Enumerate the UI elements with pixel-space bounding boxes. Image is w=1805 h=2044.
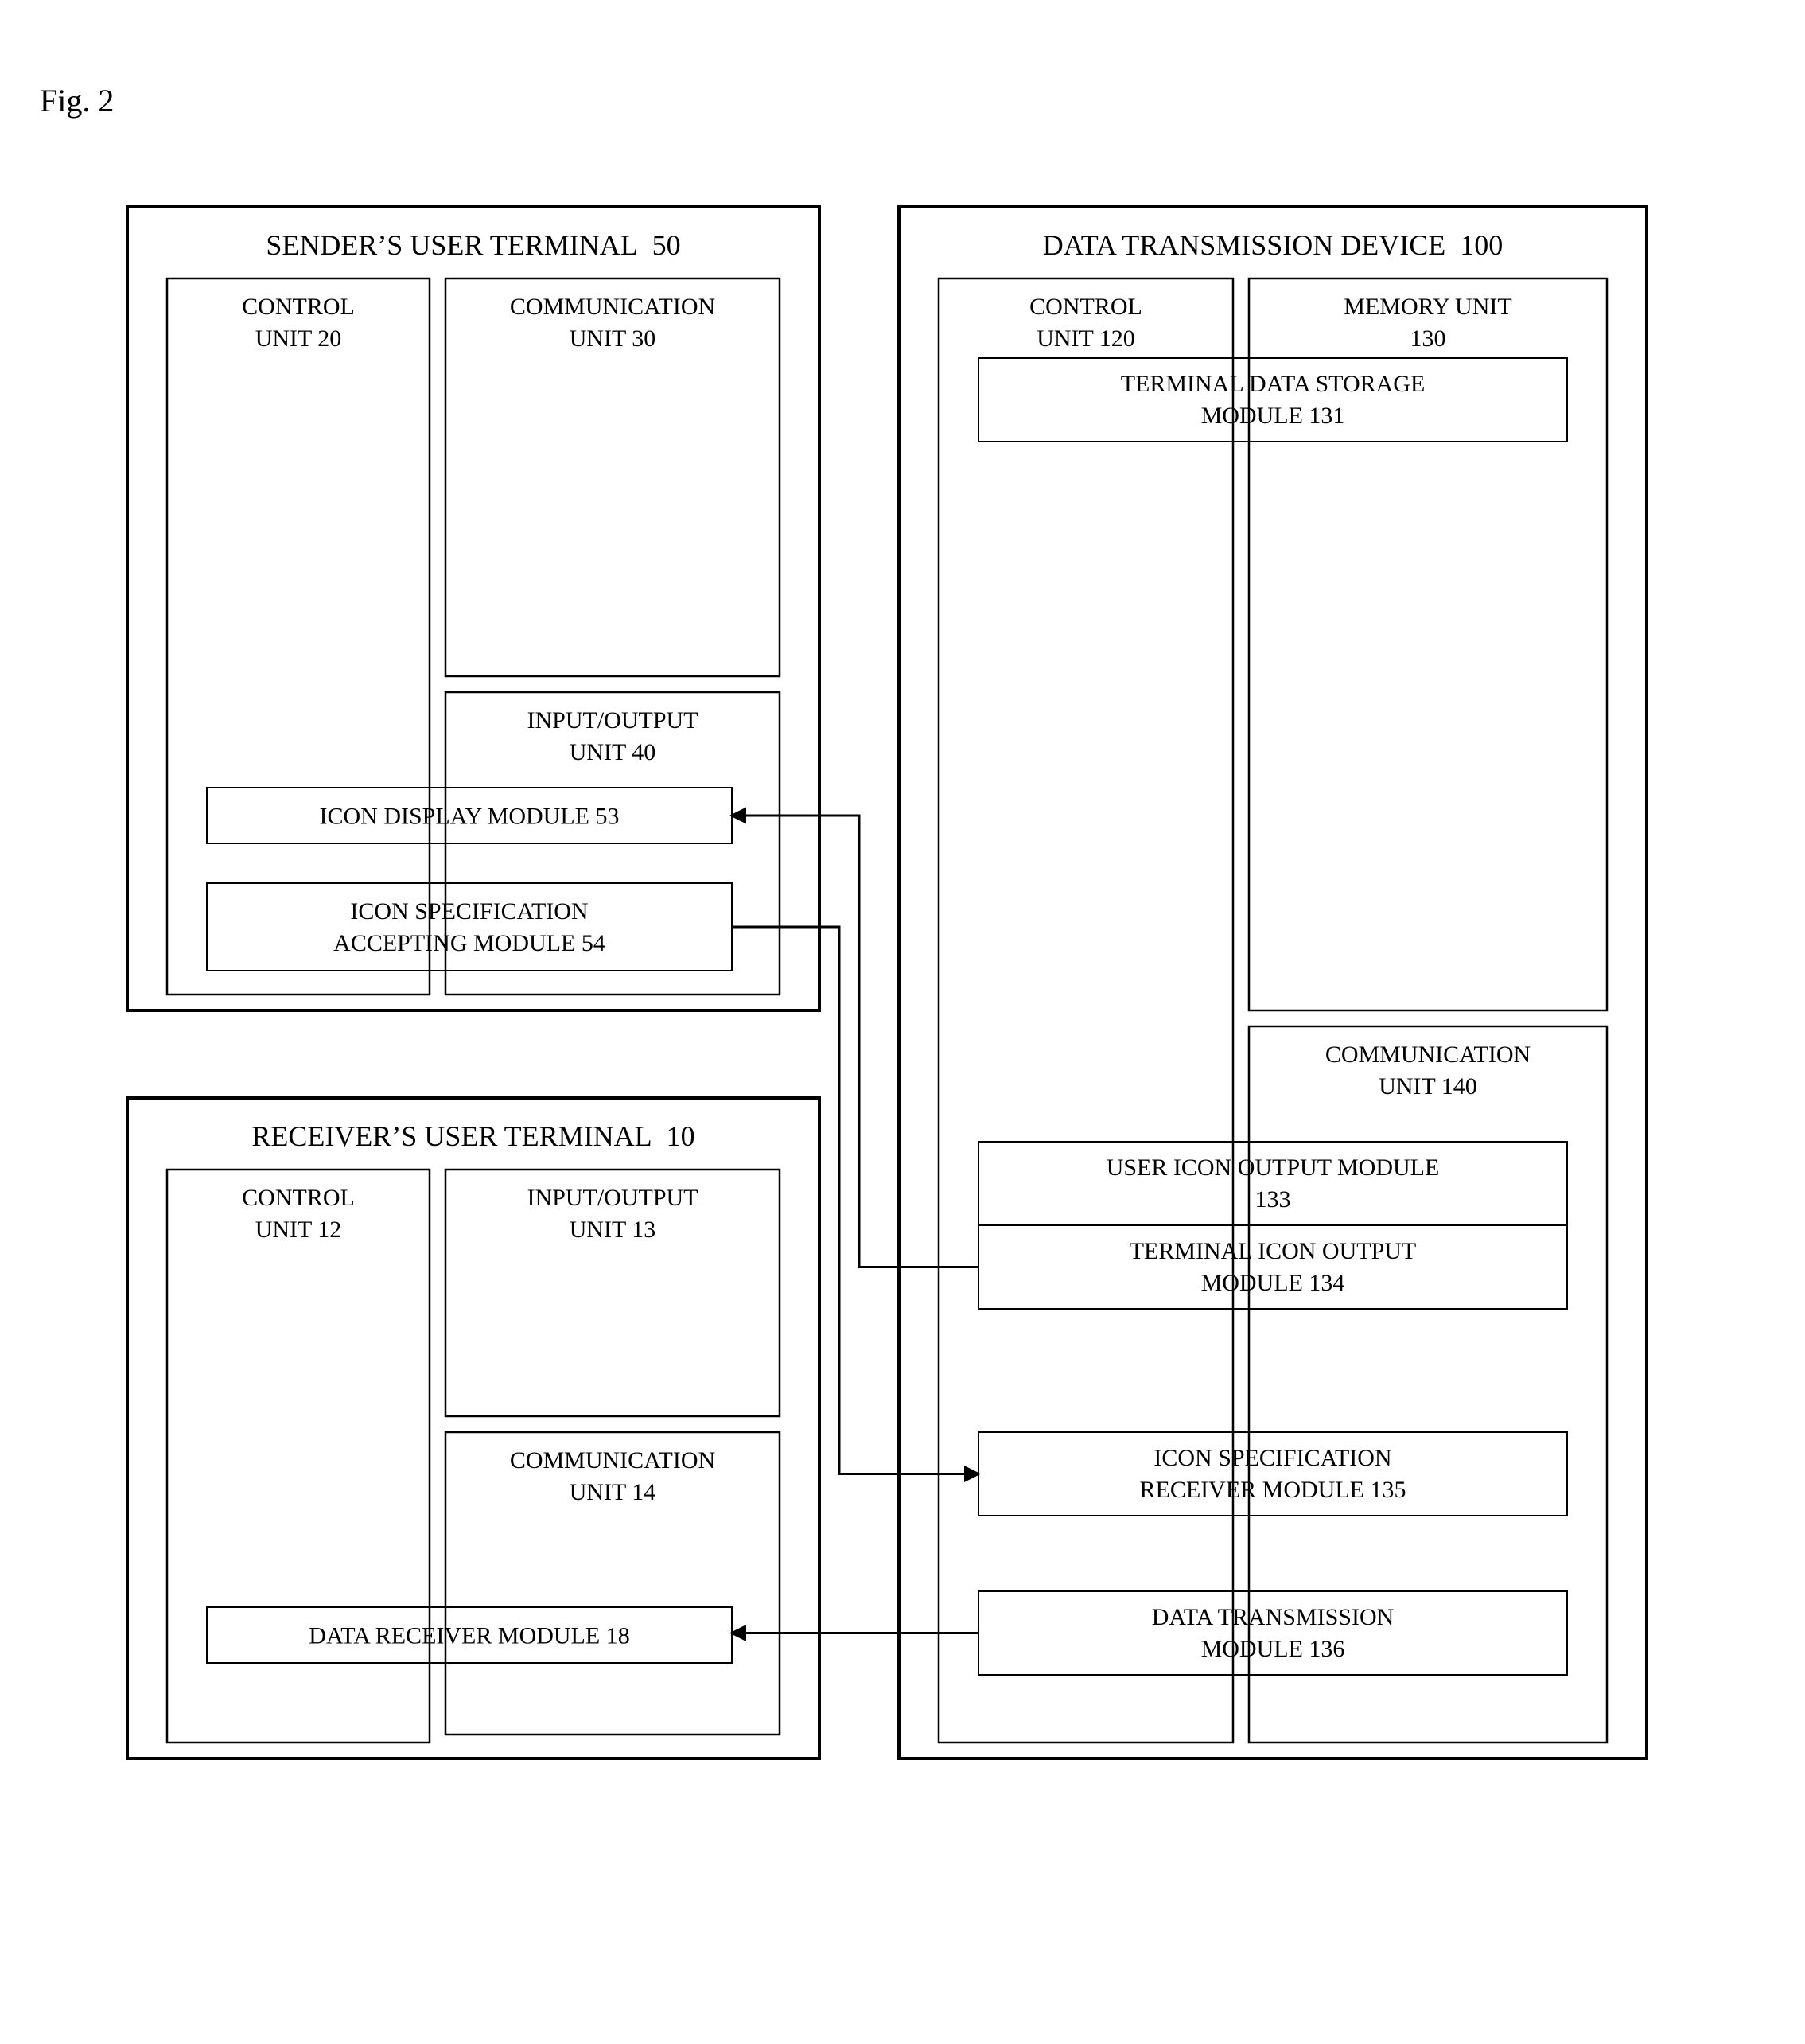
device-control-unit-label-line2: UNIT 120 bbox=[1037, 325, 1135, 352]
receiver-io-unit-label-line2: UNIT 13 bbox=[570, 1217, 656, 1243]
icon-spec-accepting-module-label-line1: ICON SPECIFICATION bbox=[350, 898, 588, 925]
receiver-io-unit-label-line1: INPUT/OUTPUT bbox=[527, 1185, 698, 1211]
terminal-data-storage-module-label-line1: TERMINAL DATA STORAGE bbox=[1121, 371, 1426, 397]
sender-communication-unit-label-line2: UNIT 30 bbox=[570, 325, 656, 352]
device-control-unit-box bbox=[939, 278, 1233, 1742]
icon-spec-accepting-module-label-line2: ACCEPTING MODULE 54 bbox=[333, 930, 605, 956]
user-icon-output-module-label-line2: 133 bbox=[1255, 1186, 1291, 1213]
sender-io-unit-label-line2: UNIT 40 bbox=[570, 739, 656, 765]
sender-control-unit-label-line2: UNIT 20 bbox=[255, 325, 342, 352]
device-memory-unit-label-line1: MEMORY UNIT bbox=[1344, 294, 1511, 320]
device-communication-unit-label-line2: UNIT 140 bbox=[1379, 1073, 1477, 1100]
receiver-communication-unit-label-line1: COMMUNICATION bbox=[510, 1447, 715, 1474]
icon-display-module-label: ICON DISPLAY MODULE 53 bbox=[320, 804, 620, 830]
sender-io-unit-label-line1: INPUT/OUTPUT bbox=[527, 707, 698, 734]
user-icon-output-module-label-line1: USER ICON OUTPUT MODULE bbox=[1107, 1154, 1440, 1181]
device-control-unit-label-line1: CONTROL bbox=[1029, 294, 1142, 320]
data-transmission-module-label-line1: DATA TRANSMISSION bbox=[1152, 1604, 1395, 1630]
device-communication-unit-box bbox=[1249, 1026, 1607, 1742]
receiver-control-unit-label-line2: UNIT 12 bbox=[255, 1217, 342, 1243]
sender-communication-unit-label-line1: COMMUNICATION bbox=[510, 294, 715, 320]
device-memory-unit-label-line2: 130 bbox=[1410, 325, 1446, 352]
receiver-terminal-title: RECEIVER’S USER TERMINAL 10 bbox=[251, 1120, 694, 1152]
diagram-svg: Fig. 2 SENDER’S USER TERMINAL 50 CONTROL UN… bbox=[0, 0, 1805, 2044]
device-communication-unit-label-line1: COMMUNICATION bbox=[1325, 1041, 1531, 1068]
receiver-communication-unit-label-line2: UNIT 14 bbox=[570, 1479, 656, 1505]
terminal-icon-output-module-label-line2: MODULE 134 bbox=[1201, 1270, 1345, 1296]
data-receiver-module-label: DATA RECEIVER MODULE 18 bbox=[309, 1623, 629, 1649]
sender-terminal-box bbox=[127, 207, 819, 1010]
receiver-terminal-box bbox=[127, 1098, 819, 1758]
icon-spec-receiver-module-label-line1: ICON SPECIFICATION bbox=[1153, 1445, 1391, 1471]
terminal-icon-output-module-label-line1: TERMINAL ICON OUTPUT bbox=[1130, 1238, 1417, 1264]
sender-terminal-title: SENDER’S USER TERMINAL 50 bbox=[266, 229, 680, 261]
receiver-control-unit-label-line1: CONTROL bbox=[242, 1185, 355, 1211]
figure-label: Fig. 2 bbox=[40, 83, 114, 119]
device-box bbox=[899, 207, 1647, 1758]
icon-spec-accepting-module-box bbox=[207, 883, 732, 971]
data-transmission-module-label-line2: MODULE 136 bbox=[1201, 1636, 1345, 1662]
arrow-icon-output-to-display bbox=[732, 816, 978, 1267]
terminal-data-storage-module-label-line2: MODULE 131 bbox=[1201, 403, 1345, 429]
receiver-communication-unit-box bbox=[445, 1432, 780, 1734]
sender-control-unit-label-line1: CONTROL bbox=[242, 294, 355, 320]
icon-spec-receiver-module-label-line2: RECEIVER MODULE 135 bbox=[1140, 1477, 1406, 1503]
device-title: DATA TRANSMISSION DEVICE 100 bbox=[1043, 229, 1504, 261]
